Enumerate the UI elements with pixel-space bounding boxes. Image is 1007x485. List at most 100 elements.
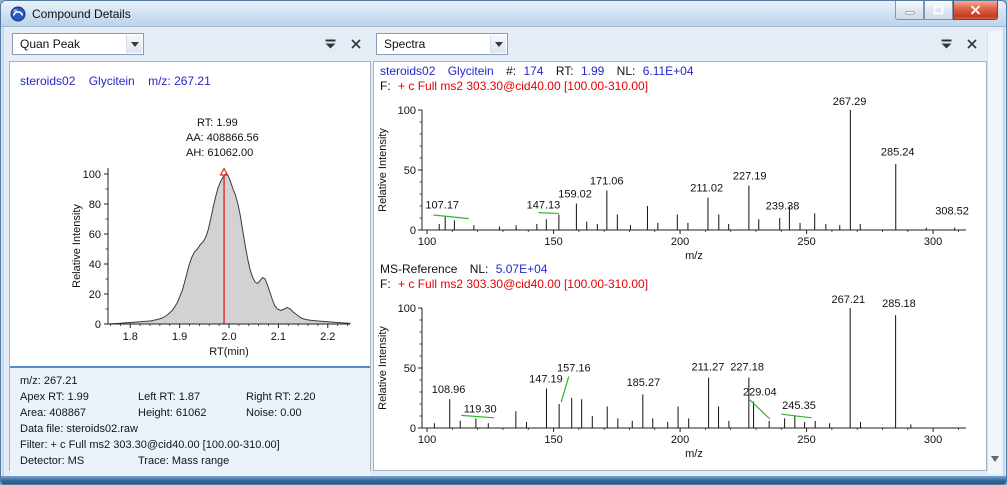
spectra-card: steroids02 Glycitein #: 174 RT: 1.99 NL:… (373, 61, 987, 471)
nl-value: 6.11E+04 (643, 64, 694, 78)
minimize-icon (905, 6, 915, 15)
info-height: Height: 61062 (138, 405, 246, 421)
svg-text:100: 100 (398, 303, 416, 315)
spectrum-header: steroids02 Glycitein #: 174 RT: 1.99 NL:… (374, 64, 986, 79)
svg-text:80: 80 (89, 199, 101, 211)
window-controls (895, 1, 998, 20)
compound-name: Glycitein (448, 64, 494, 78)
app-icon (10, 6, 26, 22)
reference-header: MS-Reference NL: 5.07E+04 (374, 262, 986, 277)
filter-label: F: (380, 277, 391, 291)
view-selector-dropdown-right[interactable]: Spectra (376, 33, 508, 55)
svg-text:107.17: 107.17 (425, 199, 459, 211)
rt-annotation: RT: 1.99 (186, 116, 259, 131)
view-selector-value: Quan Peak (20, 37, 80, 51)
svg-text:227.19: 227.19 (733, 171, 767, 183)
info-trace: Trace: Mass range (138, 453, 229, 469)
svg-text:100: 100 (418, 236, 436, 248)
scan-number-label: #: (506, 64, 516, 78)
minimize-button[interactable] (895, 1, 924, 20)
svg-text:308.52: 308.52 (935, 205, 969, 217)
maximize-icon (933, 5, 944, 15)
svg-text:m/z: m/z (685, 250, 703, 262)
svg-text:RT(min): RT(min) (209, 346, 249, 358)
maximize-button[interactable] (924, 1, 953, 20)
chromatogram-area: steroids02 Glycitein m/z: 267.21 RT: 1.9… (10, 74, 370, 366)
mz-value: m/z: 267.21 (148, 74, 211, 88)
titlebar[interactable]: Compound Details (1, 1, 1006, 27)
svg-text:2.0: 2.0 (221, 331, 236, 343)
collapse-chevron-icon (941, 39, 952, 49)
svg-text:150: 150 (544, 236, 562, 248)
svg-text:171.06: 171.06 (590, 175, 624, 187)
panel-menu-button[interactable] (935, 33, 957, 55)
svg-text:157.16: 157.16 (557, 363, 591, 375)
svg-text:150: 150 (544, 434, 562, 446)
svg-text:250: 250 (797, 236, 815, 248)
view-selector-dropdown-left[interactable]: Quan Peak (12, 33, 144, 55)
svg-text:229.04: 229.04 (743, 387, 777, 399)
collapse-chevron-icon (325, 39, 336, 49)
nl-label: NL: (617, 64, 636, 78)
info-area: Area: 408867 (20, 405, 138, 421)
filter-value: + c Full ms2 303.30@cid40.00 [100.00-310… (398, 277, 648, 291)
chevron-down-icon (490, 35, 506, 53)
window-bottom-frame (1, 476, 1006, 484)
svg-text:267.29: 267.29 (833, 96, 867, 108)
scan-number: 174 (523, 64, 543, 78)
close-icon (970, 5, 981, 15)
chromatogram-header: steroids02 Glycitein m/z: 267.21 (20, 74, 370, 88)
svg-text:250: 250 (797, 434, 815, 446)
svg-text:300: 300 (924, 236, 942, 248)
svg-text:100: 100 (418, 434, 436, 446)
panel-menu-button[interactable] (319, 33, 341, 55)
close-button[interactable] (953, 1, 998, 20)
compound-name: Glycitein (89, 74, 135, 88)
rt-label: RT: (556, 64, 574, 78)
quan-peak-card: steroids02 Glycitein m/z: 267.21 RT: 1.9… (9, 61, 371, 471)
scroll-down-icon[interactable] (991, 456, 999, 462)
area-annotation: AA: 408866.56 (186, 131, 259, 146)
svg-text:211.02: 211.02 (690, 183, 723, 195)
svg-text:185.27: 185.27 (627, 377, 661, 389)
reference-spectrum-plot[interactable]: 050100100150200250300108.96119.30147.191… (374, 292, 974, 460)
chevron-down-icon (126, 35, 142, 53)
svg-text:100: 100 (83, 169, 101, 181)
svg-text:50: 50 (404, 165, 416, 177)
svg-text:Relative Intensity: Relative Intensity (71, 204, 83, 288)
svg-text:0: 0 (410, 423, 416, 435)
svg-text:100: 100 (398, 105, 416, 117)
svg-text:1.8: 1.8 (123, 331, 138, 343)
svg-text:267.21: 267.21 (832, 294, 866, 306)
svg-text:108.96: 108.96 (432, 384, 466, 396)
svg-text:159.02: 159.02 (558, 189, 592, 201)
close-icon (967, 39, 977, 49)
svg-text:147.19: 147.19 (529, 373, 563, 385)
chromatogram-plot[interactable]: 0204060801001.81.92.02.12.2RT(min)Relati… (14, 160, 366, 360)
vertical-scrollbar[interactable] (987, 31, 1002, 474)
compound-details-window: Compound Details Quan Peak (0, 0, 1007, 485)
content-area: Quan Peak steroids02 (4, 27, 1003, 476)
info-noise: Noise: 0.00 (246, 405, 302, 421)
svg-text:119.30: 119.30 (464, 403, 497, 415)
svg-text:m/z: m/z (685, 448, 703, 460)
svg-text:50: 50 (404, 363, 416, 375)
panel-close-button[interactable] (961, 33, 983, 55)
svg-text:0: 0 (410, 225, 416, 237)
info-filter: Filter: + c Full ms2 303.30@cid40.00 [10… (20, 437, 280, 453)
svg-text:239.38: 239.38 (766, 201, 800, 213)
panel-close-button[interactable] (345, 33, 367, 55)
peak-annotations: RT: 1.99 AA: 408866.56 AH: 61062.00 (186, 116, 259, 161)
svg-text:0: 0 (95, 319, 101, 331)
height-annotation: AH: 61062.00 (186, 146, 259, 161)
svg-text:60: 60 (89, 229, 101, 241)
window-title: Compound Details (32, 7, 131, 21)
svg-text:2.2: 2.2 (320, 331, 335, 343)
peak-info-box: m/z: 267.21 Apex RT: 1.99 Left RT: 1.87 … (10, 366, 370, 482)
filter-line: F: + c Full ms2 303.30@cid40.00 [100.00-… (374, 79, 986, 94)
svg-text:20: 20 (89, 289, 101, 301)
spectrum-plot[interactable]: 050100100150200250300107.17147.13159.021… (374, 94, 974, 262)
info-left-rt: Left RT: 1.87 (138, 389, 246, 405)
quan-peak-panel: Quan Peak steroids02 (9, 31, 371, 57)
svg-text:200: 200 (671, 236, 689, 248)
